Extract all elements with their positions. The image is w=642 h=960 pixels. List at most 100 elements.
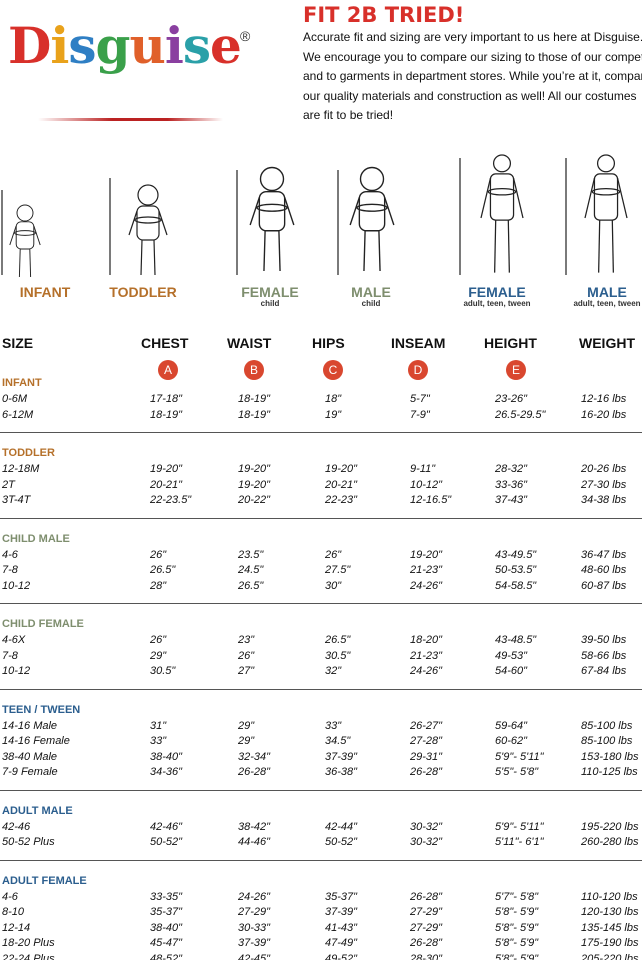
header-title: FIT 2B TRIED!	[303, 3, 465, 27]
size-value: 12-16 lbs	[581, 393, 627, 405]
size-value: 85-100 lbs	[581, 735, 633, 747]
logo-letter: s	[68, 16, 96, 75]
size-value: 29"	[150, 649, 167, 662]
size-value: 17-18"	[150, 393, 183, 405]
size-value: 19-20"	[325, 463, 358, 475]
size-value: 20-21"	[150, 478, 183, 491]
size-value: 35-37"	[150, 906, 183, 918]
size-label: 14-16 Female	[2, 735, 70, 747]
size-value: 23"	[238, 634, 255, 646]
size-value: 12-16.5"	[410, 494, 452, 506]
logo-letter: s	[182, 16, 211, 75]
size-value: 26.5"	[238, 579, 264, 592]
size-value: 5'8"- 5'9"	[495, 921, 539, 934]
size-label: 38-40 Male	[2, 750, 58, 763]
size-value: 23.5"	[238, 548, 264, 561]
size-value: 110-120 lbs	[581, 890, 638, 903]
size-label: 4-6	[2, 890, 18, 903]
size-value: 19-20"	[238, 478, 271, 491]
figure-sublabel: adult, teen, tween	[573, 299, 641, 308]
size-value: 59-64"	[495, 719, 528, 732]
size-value: 34-36"	[150, 766, 183, 778]
size-value: 26-28"	[410, 890, 443, 903]
size-label: 7-8	[2, 649, 18, 662]
size-value: 153-180 lbs	[581, 750, 639, 763]
header-line: We encourage you to compare our sizing t…	[303, 49, 642, 64]
size-value: 60-62"	[495, 735, 528, 747]
size-value: 260-280 lbs	[581, 836, 639, 848]
size-value: 37-43"	[495, 494, 528, 506]
size-value: 5'5"- 5'8"	[495, 766, 539, 778]
adult-male-figure	[584, 154, 628, 274]
size-label: 42-46	[2, 820, 31, 833]
size-value: 38-40"	[150, 750, 183, 763]
size-value: 42-44"	[325, 820, 358, 833]
size-label: 12-14	[2, 921, 31, 934]
size-value: 26"	[150, 634, 167, 646]
size-value: 28"	[150, 579, 167, 592]
size-value: 37-39"	[325, 750, 358, 763]
column-header: HEIGHT	[484, 335, 537, 351]
size-value: 32-34"	[238, 750, 271, 763]
group-separator	[0, 789, 642, 791]
size-label: 12-18M	[2, 463, 40, 475]
size-value: 5'7"- 5'8"	[495, 890, 539, 903]
size-value: 5'8"- 5'9"	[495, 906, 539, 918]
group-separator	[0, 517, 642, 519]
group-title: INFANT	[2, 377, 42, 389]
size-value: 30-32"	[410, 836, 443, 848]
group-title: TEEN / TWEEN	[2, 703, 81, 716]
size-value: 33"	[150, 735, 167, 747]
group-title: ADULT MALE	[2, 804, 73, 817]
size-value: 27.5"	[325, 564, 351, 576]
size-value: 19-20"	[410, 548, 443, 561]
size-value: 16-20 lbs	[581, 408, 627, 421]
size-label: 50-52 Plus	[2, 836, 55, 848]
group-separator	[0, 859, 642, 861]
size-value: 20-21"	[325, 478, 358, 491]
size-value: 26.5-29.5"	[495, 408, 546, 421]
logo-letter: D	[8, 16, 51, 75]
logo-letter: u	[129, 16, 165, 75]
size-value: 33-36"	[495, 478, 528, 491]
column-header: HIPS	[312, 335, 345, 351]
size-value: 43-48.5"	[495, 634, 537, 646]
group-separator	[0, 432, 642, 433]
size-value: 175-190 lbs	[581, 937, 639, 949]
size-value: 10-12"	[410, 478, 443, 491]
size-value: 26"	[325, 548, 342, 561]
size-value: 26"	[238, 649, 255, 662]
group-title: CHILD MALE	[2, 532, 70, 545]
size-value: 42-45"	[238, 952, 271, 960]
size-value: 34.5"	[325, 735, 351, 747]
size-value: 42-46"	[150, 820, 183, 833]
size-value: 35-37"	[325, 890, 358, 903]
measure-letter: E	[506, 360, 526, 380]
size-value: 5'8"- 5'9"	[495, 937, 539, 949]
adult-female-figure	[480, 154, 524, 274]
size-value: 30.5"	[325, 649, 351, 662]
group-title: TODDLER	[2, 447, 55, 459]
column-header: INSEAM	[391, 335, 446, 351]
child-male-figure	[349, 166, 395, 272]
size-value: 33-35"	[150, 890, 183, 903]
size-value: 28-32"	[495, 463, 528, 475]
size-value: 36-38"	[325, 766, 358, 778]
size-value: 27-30 lbs	[581, 478, 627, 491]
size-value: 26-28"	[238, 766, 271, 778]
size-label: 10-12	[2, 665, 31, 677]
size-value: 30.5"	[150, 665, 176, 677]
size-value: 18-20"	[410, 634, 443, 646]
size-value: 27-29"	[410, 921, 443, 934]
size-value: 20-26 lbs	[581, 463, 627, 475]
size-label: 14-16 Male	[2, 719, 58, 732]
size-value: 27-29"	[238, 906, 271, 918]
size-value: 47-49"	[325, 937, 358, 949]
size-value: 36-47 lbs	[581, 548, 627, 561]
group-title: ADULT FEMALE	[2, 874, 87, 887]
size-value: 43-49.5"	[495, 548, 537, 561]
size-value: 29-31"	[410, 750, 443, 763]
size-value: 5'9"- 5'11"	[495, 820, 544, 833]
logo-letter: e	[210, 16, 242, 75]
